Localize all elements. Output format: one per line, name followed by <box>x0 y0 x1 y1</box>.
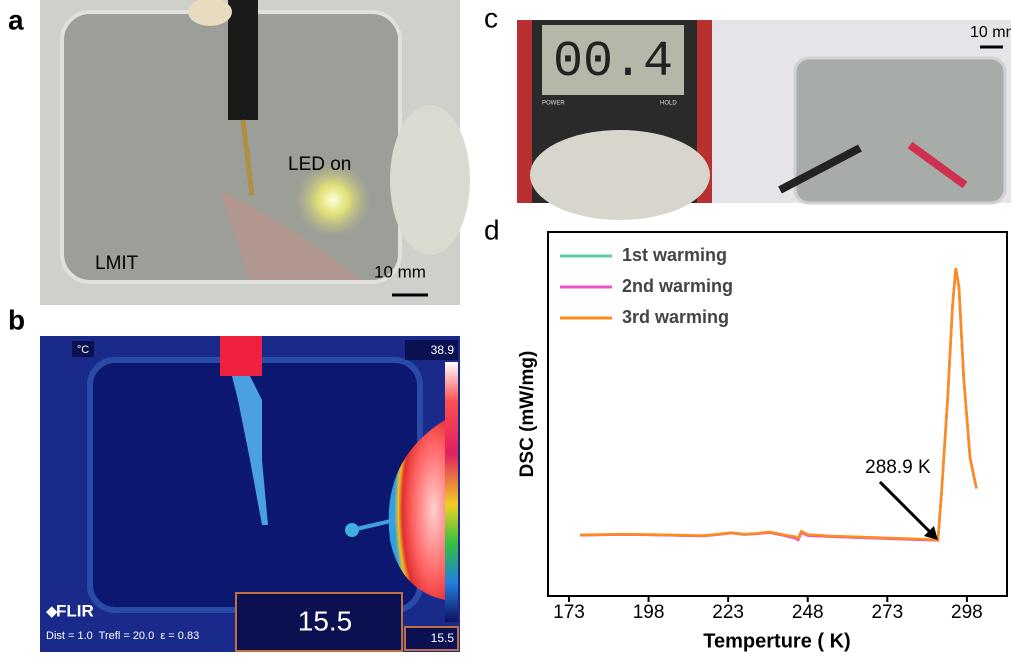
x-tick-label: 248 <box>792 602 824 623</box>
panel-b: °C 38.9 15.5 15.5 FLIR ◆ Dist = 1.0 Tref… <box>8 304 460 652</box>
lcd-reading: 00.4 <box>553 34 673 91</box>
glove <box>530 130 710 220</box>
colorbar <box>445 362 458 622</box>
x-tick-label: 223 <box>712 602 744 623</box>
unit-label: °C <box>77 344 89 356</box>
power-label: POWER <box>542 101 565 107</box>
scale-label: 10 mm <box>970 24 1011 41</box>
brand-icon: ◆ <box>46 603 58 620</box>
hot-probe <box>220 336 262 376</box>
legend-label: 1st warming <box>622 245 727 265</box>
sample-label: LMIT <box>95 253 139 274</box>
led-image <box>345 523 359 537</box>
x-axis-title: Temperture ( K) <box>703 630 850 652</box>
max-label: 38.9 <box>431 343 455 357</box>
brand: FLIR <box>56 601 94 620</box>
panel-label: d <box>484 214 500 245</box>
hold-label: HOLD <box>660 101 677 107</box>
y-axis-title: DSC (mW/mg) <box>517 351 538 478</box>
panel-label: c <box>484 2 498 33</box>
x-tick-label: 273 <box>871 602 903 623</box>
scale-label: 10 mm <box>374 262 426 281</box>
min-label: 15.5 <box>431 631 455 645</box>
probe <box>228 0 258 120</box>
annotation-arrow <box>880 482 932 534</box>
glove <box>390 105 470 255</box>
panel-c: 00.4 POWER HOLD 10 mm c <box>484 2 1011 220</box>
panel-label: b <box>8 304 25 335</box>
legend-label: 2nd warming <box>622 276 733 296</box>
dish <box>795 58 1005 203</box>
legend-label: 3rd warming <box>622 307 729 327</box>
led-label: LED on <box>288 154 351 175</box>
x-tick-label: 173 <box>553 602 585 623</box>
annotation-label: 288.9 K <box>865 457 931 478</box>
figure: a LED on LMIT 10 mm °C 38.9 15.5 15.5 FL… <box>0 0 1011 657</box>
x-tick-label: 198 <box>633 602 665 623</box>
panel-a: a LED on LMIT 10 mm <box>8 0 470 305</box>
spot-label: 15.5 <box>298 605 353 636</box>
params: Dist = 1.0 Trefl = 20.0 ε = 0.83 <box>46 630 199 642</box>
panel-d: d Temperture ( K) DSC (mW/mg) 173 198 223 2… <box>484 214 1007 652</box>
panel-label: a <box>8 4 24 35</box>
x-tick-label: 298 <box>951 602 983 623</box>
